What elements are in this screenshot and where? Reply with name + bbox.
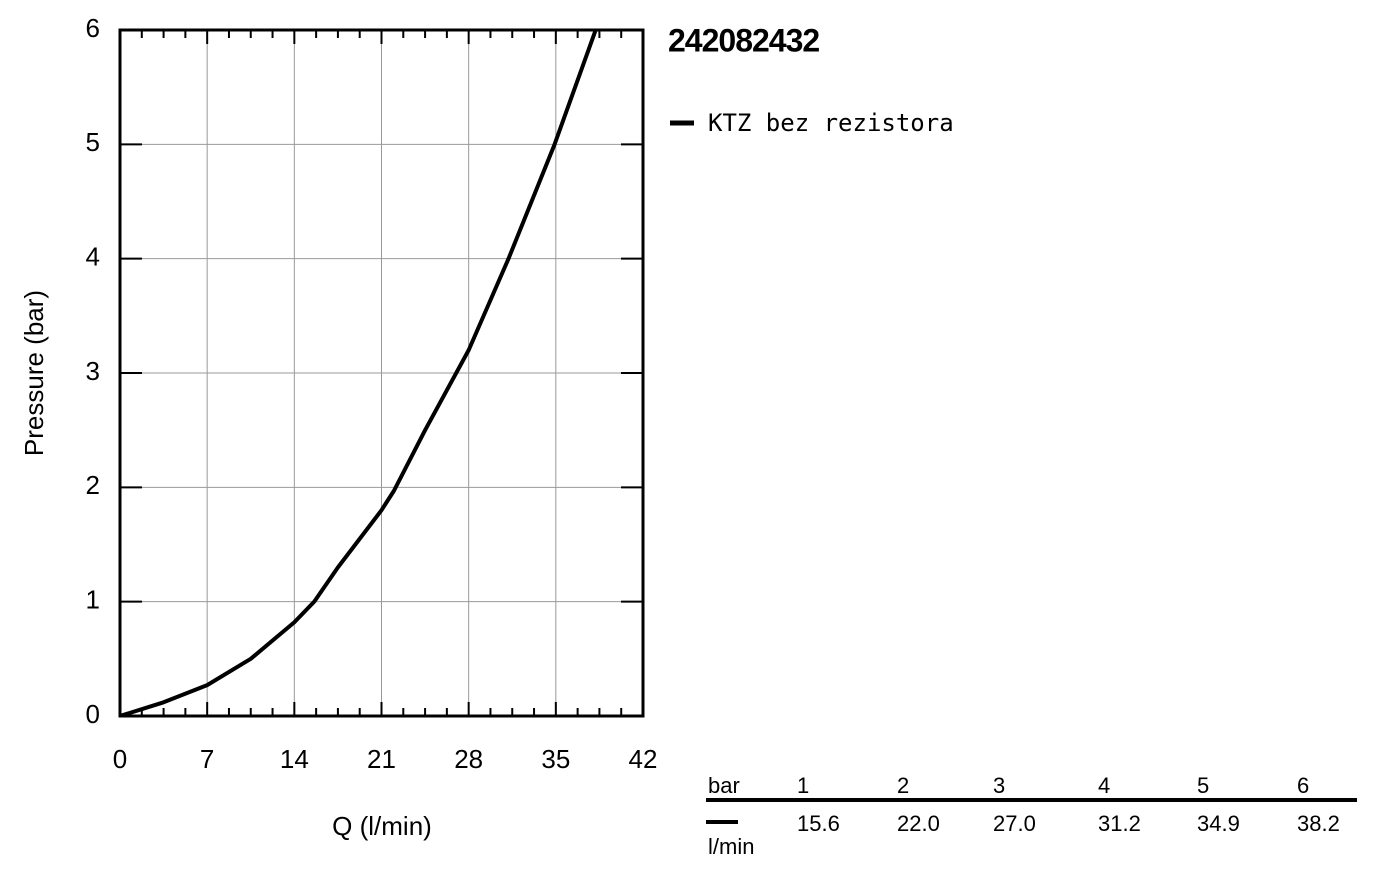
chart-title: 242082432 <box>668 22 819 58</box>
table-pressure: 6 <box>1297 773 1309 798</box>
x-tick-label: 35 <box>541 744 570 774</box>
table-row-header: bar <box>708 773 740 798</box>
table-pressure: 5 <box>1197 773 1209 798</box>
table-flow: 31.2 <box>1098 811 1141 836</box>
y-tick-label: 3 <box>86 356 100 386</box>
x-tick-label: 21 <box>367 744 396 774</box>
legend-label: KTZ bez rezistora <box>708 109 954 137</box>
table-pressure: 4 <box>1098 773 1110 798</box>
x-axis-label: Q (l/min) <box>332 811 432 841</box>
plot-frame <box>118 28 645 718</box>
table-flow: 27.0 <box>993 811 1036 836</box>
table-pressure: 1 <box>797 773 809 798</box>
table-flow: 38.2 <box>1297 811 1340 836</box>
x-tick-label: 14 <box>280 744 309 774</box>
y-tick-label: 5 <box>86 127 100 157</box>
y-tick-label: 6 <box>86 13 100 43</box>
x-tick-label: 7 <box>200 744 214 774</box>
table-unit: l/min <box>708 834 754 859</box>
x-tick-label: 0 <box>113 744 127 774</box>
y-tick-label: 2 <box>86 470 100 500</box>
x-tick-label: 28 <box>454 744 483 774</box>
y-tick-label: 0 <box>86 699 100 729</box>
y-tick-label: 1 <box>86 585 100 615</box>
table-pressure: 2 <box>897 773 909 798</box>
table-pressure: 3 <box>993 773 1005 798</box>
series-line <box>120 30 598 716</box>
table-flow: 22.0 <box>897 811 940 836</box>
y-axis-label: Pressure (bar) <box>19 290 49 456</box>
table-flow: 15.6 <box>797 811 840 836</box>
table-flow: 34.9 <box>1197 811 1240 836</box>
x-tick-label: 42 <box>629 744 658 774</box>
y-tick-label: 4 <box>86 242 100 272</box>
